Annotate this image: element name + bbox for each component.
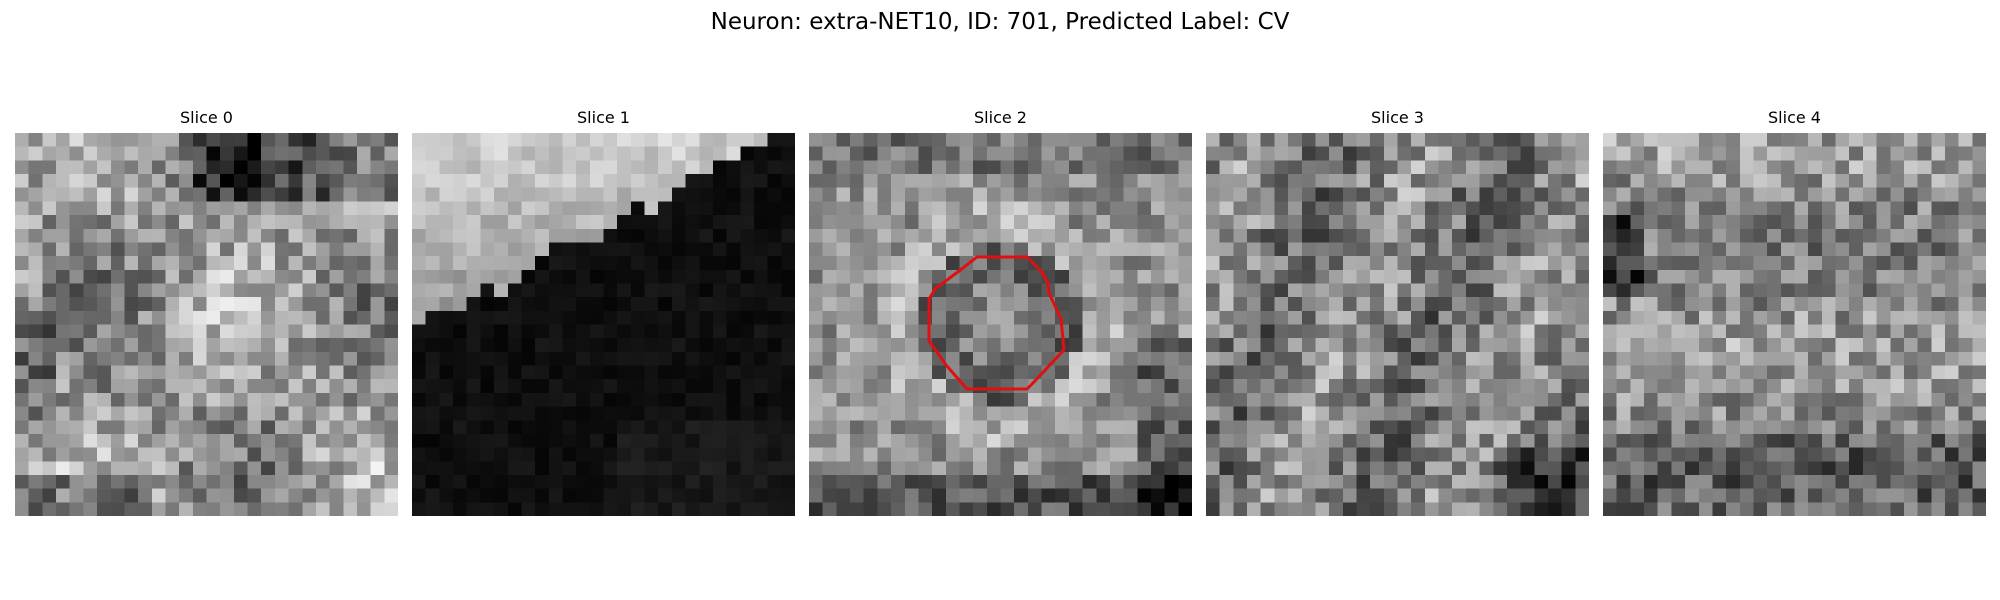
slice-image (1206, 133, 1589, 516)
figure-title: Neuron: extra-NET10, ID: 701, Predicted … (710, 9, 1290, 35)
slice-image (15, 133, 398, 516)
slice-panel-1: Slice 1 (412, 108, 795, 516)
slice-panel-3: Slice 3 (1206, 108, 1589, 516)
slice-image (412, 133, 795, 516)
slice-title: Slice 4 (1768, 108, 1821, 127)
slice-title: Slice 3 (1371, 108, 1424, 127)
slice-title: Slice 2 (974, 108, 1027, 127)
slice-image (809, 133, 1192, 516)
slice-panel-0: Slice 0 (15, 108, 398, 516)
slice-panel-2: Slice 2 (809, 108, 1192, 516)
slice-panel-4: Slice 4 (1603, 108, 1986, 516)
slice-title: Slice 0 (180, 108, 233, 127)
slice-image (1603, 133, 1986, 516)
slice-title: Slice 1 (577, 108, 630, 127)
